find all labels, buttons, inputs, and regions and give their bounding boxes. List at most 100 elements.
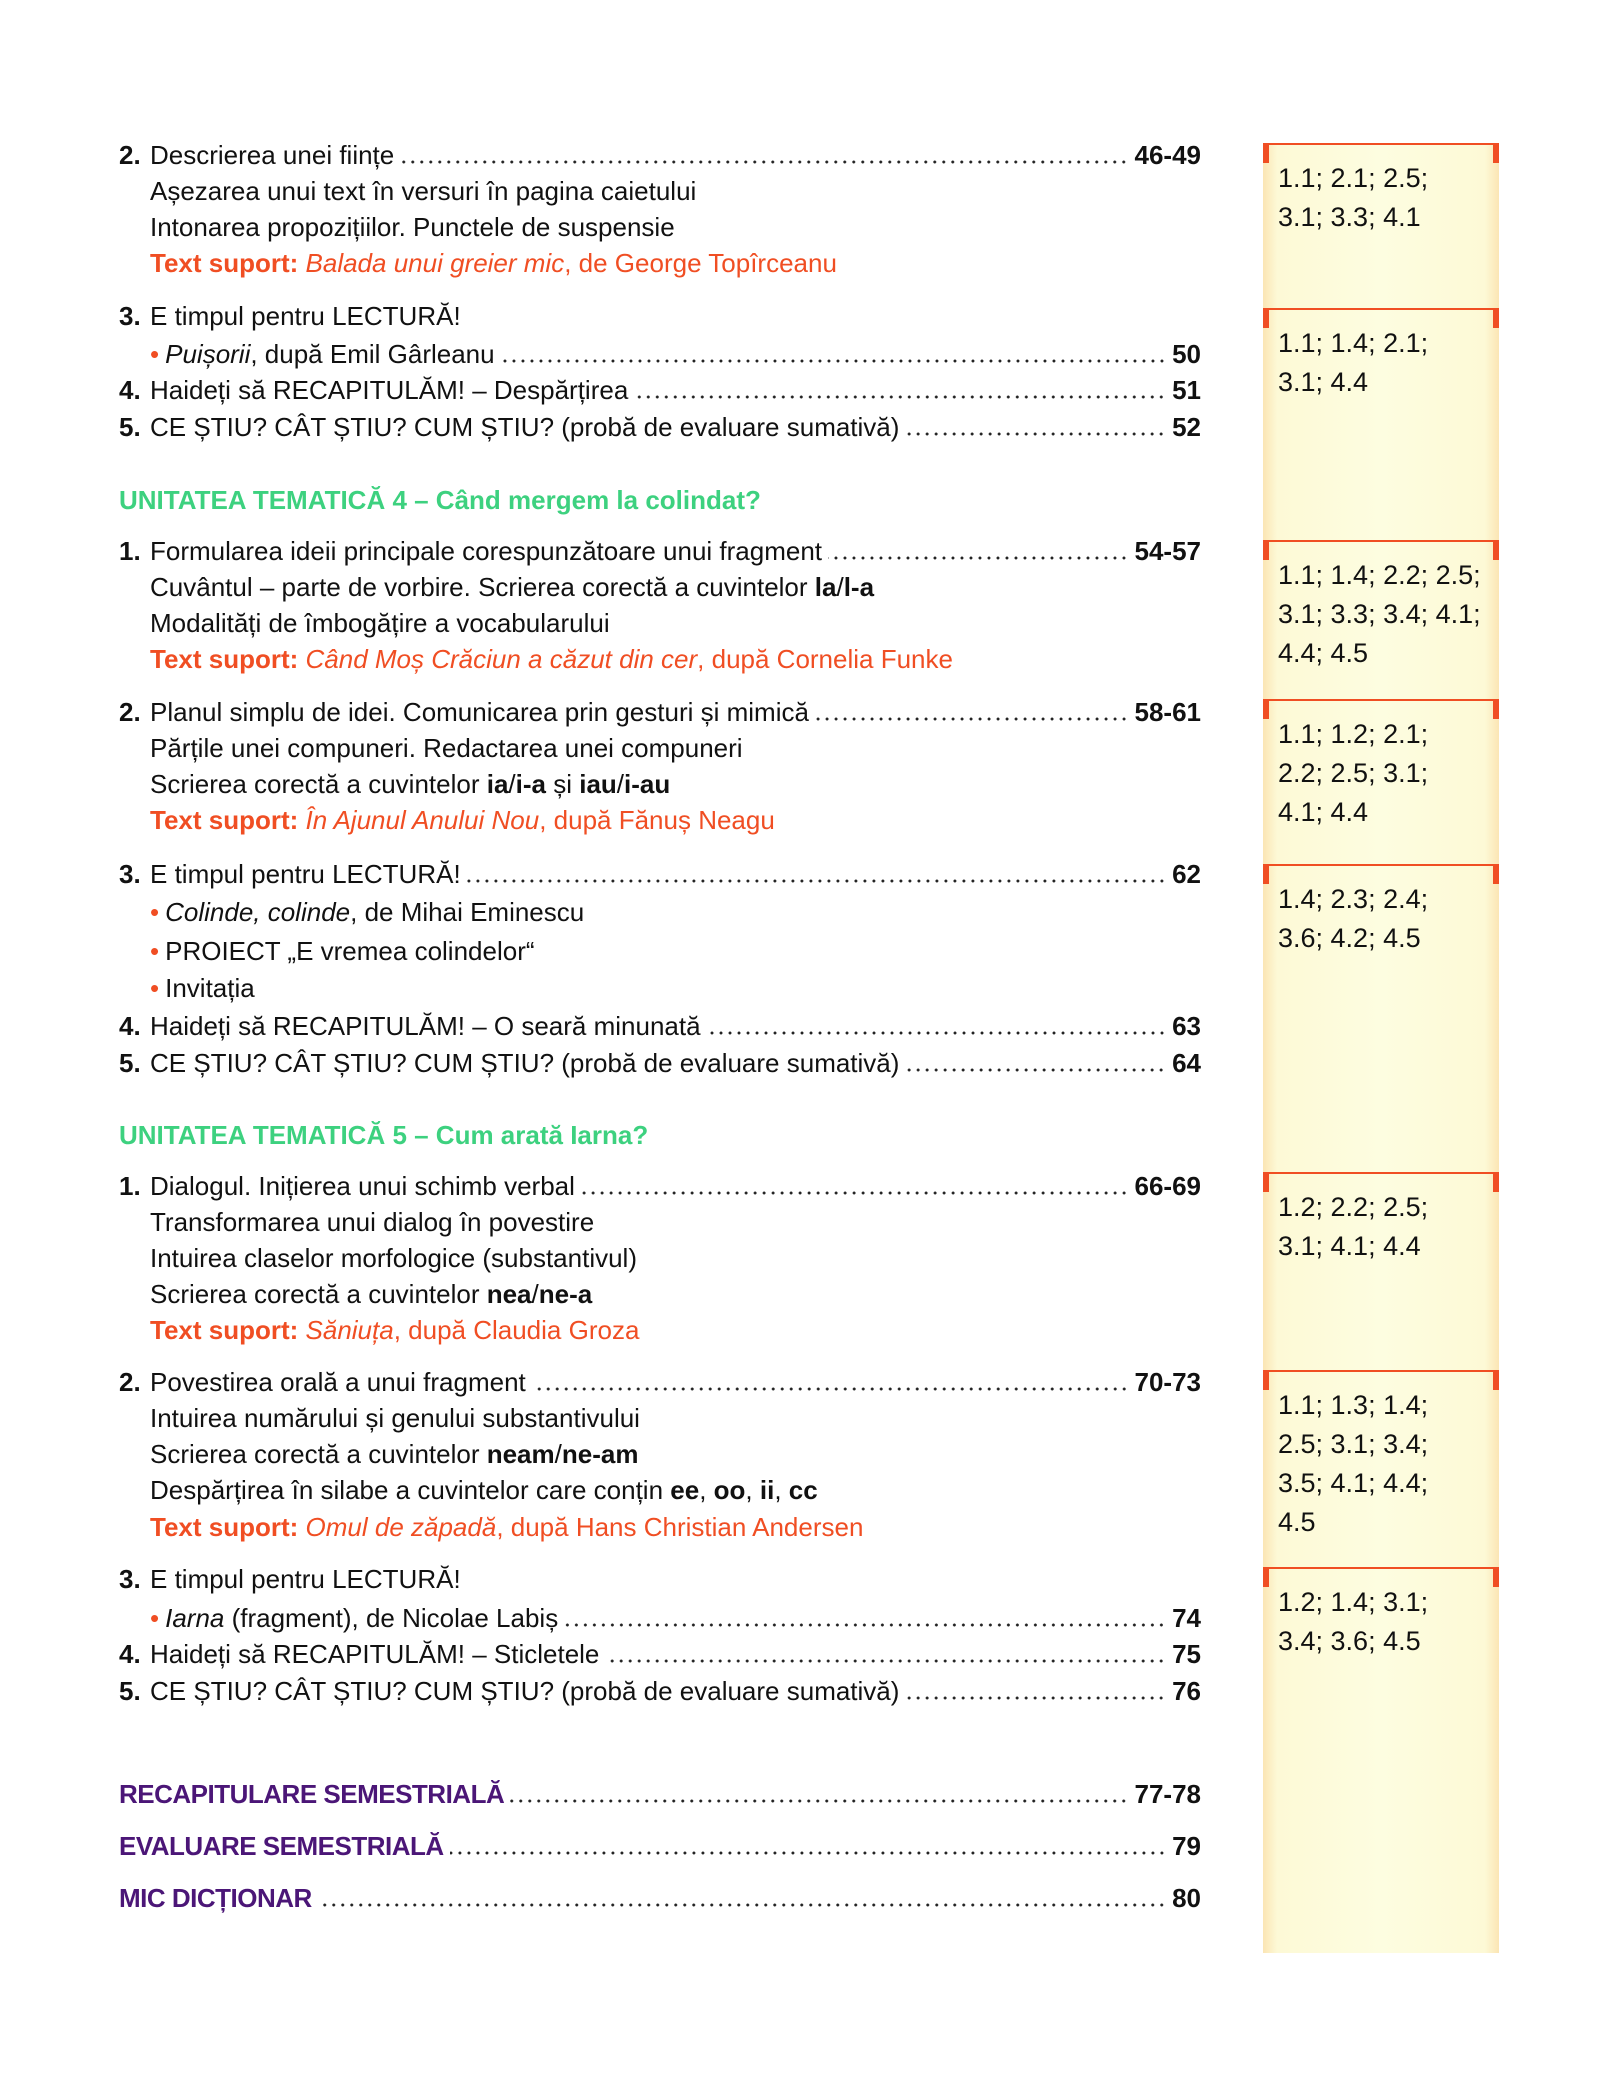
toc-entry[interactable]: 2. Planul simplu de idei. Comunicarea pri… <box>119 694 1201 730</box>
toc-entry[interactable]: 4. Haideți să RECAPITULĂM! – Despărțirea 5… <box>119 372 1201 408</box>
entry-text: • Puișorii, după Emil Gârleanu <box>119 336 495 372</box>
text-segment: Scrierea corectă a cuvintelor <box>150 1439 487 1469</box>
competence-bracket <box>1263 308 1499 330</box>
competence-line: 1.1; 1.3; 1.4; <box>1278 1390 1429 1420</box>
entry-text: Despărțirea în silabe a cuvintelor care … <box>119 1472 818 1508</box>
heading-purple[interactable]: RECAPITULARE SEMESTRIALĂ 77-78 <box>119 1776 1201 1812</box>
toc-entry[interactable]: • Iarna (fragment), de Nicolae Labiș 74 <box>119 1600 1201 1636</box>
heading-purple[interactable]: EVALUARE SEMESTRIALĂ 79 <box>119 1828 1201 1864</box>
page-number[interactable]: 50 <box>1172 339 1201 369</box>
entry-text: Haideți să RECAPITULĂM! – O seară minuna… <box>150 1008 701 1044</box>
text-segment: , <box>699 1475 714 1505</box>
entry-number: 1. <box>119 1171 141 1201</box>
toc-entry: Text suport: Când Moș Crăciun a căzut di… <box>119 641 1201 677</box>
toc-entry: Scrierea corectă a cuvintelor neam/ne-am <box>119 1436 1201 1472</box>
competence-codes: 1.1; 2.1; 2.5; 3.1; 3.3; 4.1 <box>1278 159 1428 237</box>
page-number[interactable]: 58-61 <box>1134 697 1202 727</box>
dot-leader <box>905 1696 1167 1700</box>
text-segment: , după Emil Gârleanu <box>250 339 495 369</box>
page-number[interactable]: 75 <box>1172 1639 1201 1669</box>
page-number[interactable]: 64 <box>1172 1048 1201 1078</box>
text-segment: , de Mihai Eminescu <box>350 897 585 927</box>
page-number[interactable]: 80 <box>1172 1883 1201 1913</box>
entry-text: Text suport: Când Moș Crăciun a căzut di… <box>119 641 953 677</box>
competence-line: 4.4; 4.5 <box>1278 638 1369 668</box>
text-segment: Formularea ideii principale corespunzăto… <box>150 536 823 566</box>
page-number[interactable]: 74 <box>1172 1603 1201 1633</box>
toc-entry: • Colinde, colinde, de Mihai Eminescu <box>119 894 1201 930</box>
text-segment: Text suport: <box>150 248 299 278</box>
competence-line: 1.1; 1.4; 2.1; <box>1278 328 1429 358</box>
text-segment: , după Cornelia Funke <box>697 644 953 674</box>
entry-text: Text suport: Balada unui greier mic, de … <box>119 245 837 281</box>
text-segment: Dialogul. Inițierea unui schimb verbal <box>150 1171 575 1201</box>
entry-number: 2. <box>119 140 141 170</box>
entry-text: Scrierea corectă a cuvintelor neam/ne-am <box>119 1436 638 1472</box>
dot-leader <box>500 359 1167 363</box>
text-segment: Scrierea corectă a cuvintelor <box>150 769 487 799</box>
entry-text: Text suport: Săniuța, după Claudia Groza <box>119 1312 639 1348</box>
page-number[interactable]: 62 <box>1172 859 1201 889</box>
text-segment: CE ȘTIU? CÂT ȘTIU? CUM ȘTIU? (probă de e… <box>150 412 900 442</box>
text-segment: , după Claudia Groza <box>393 1315 640 1345</box>
entry-text: Modalități de îmbogățire a vocabularului <box>119 605 610 641</box>
text-segment: / <box>554 1439 562 1469</box>
page-number[interactable]: 76 <box>1172 1676 1201 1706</box>
competence-line: 3.1; 3.3; 3.4; 4.1; <box>1278 599 1481 629</box>
toc-entry[interactable]: 2. Descrierea unei ființe 46-49 <box>119 137 1201 173</box>
entry-text: • Iarna (fragment), de Nicolae Labiș <box>119 1600 558 1636</box>
page-number[interactable]: 66-69 <box>1134 1171 1202 1201</box>
toc-entry: Modalități de îmbogățire a vocabularului <box>119 605 1201 641</box>
text-segment: neam <box>486 1439 555 1469</box>
page-number[interactable]: 63 <box>1172 1011 1201 1041</box>
toc-entry[interactable]: 5. CE ȘTIU? CÂT ȘTIU? CUM ȘTIU? (probă de… <box>119 1673 1201 1709</box>
text-segment: În Ajunul Anului Nou <box>298 805 540 835</box>
text-segment: Haideți să RECAPITULĂM! – Sticletele <box>150 1639 600 1669</box>
toc-entry[interactable]: 4. Haideți să RECAPITULĂM! – Sticletele 75 <box>119 1636 1201 1672</box>
entry-text: EVALUARE SEMESTRIALĂ <box>119 1828 444 1864</box>
toc-entry[interactable]: 5. CE ȘTIU? CÂT ȘTIU? CUM ȘTIU? (probă de… <box>119 409 1201 445</box>
text-segment: Text suport: <box>150 1315 299 1345</box>
page-number[interactable]: 77-78 <box>1134 1779 1202 1809</box>
entry-text: Text suport: Omul de zăpadă, după Hans C… <box>119 1509 863 1545</box>
toc-entry[interactable]: 2. Povestirea orală a unui fragment 70-73 <box>119 1364 1201 1400</box>
text-segment: CE ȘTIU? CÂT ȘTIU? CUM ȘTIU? (probă de e… <box>150 1676 900 1706</box>
competence-bracket <box>1263 1370 1499 1392</box>
competence-line: 1.2; 2.2; 2.5; <box>1278 1192 1429 1222</box>
toc-entry[interactable]: • Puișorii, după Emil Gârleanu 50 <box>119 336 1201 372</box>
entry-number: 2. <box>119 1367 141 1397</box>
entry-number: 3. <box>119 859 141 889</box>
page-number[interactable]: 70-73 <box>1134 1367 1202 1397</box>
toc-entry[interactable]: 1. Formularea ideii principale corespunză… <box>119 533 1201 569</box>
entry-number: 1. <box>119 536 141 566</box>
entry-text: CE ȘTIU? CÂT ȘTIU? CUM ȘTIU? (probă de e… <box>150 1673 899 1709</box>
dot-leader <box>580 1191 1129 1195</box>
text-segment: ee <box>670 1475 700 1505</box>
toc-entry: 3. E timpul pentru LECTURĂ! <box>119 1561 1201 1597</box>
entry-text: Haideți să RECAPITULĂM! – Sticletele <box>150 1636 599 1672</box>
toc-entry[interactable]: 3. E timpul pentru LECTURĂ! 62 <box>119 856 1201 892</box>
entry-text: E timpul pentru LECTURĂ! <box>150 856 461 892</box>
entry-number: 3. <box>119 301 141 331</box>
toc-entry[interactable]: 4. Haideți să RECAPITULĂM! – O seară minu… <box>119 1008 1201 1044</box>
text-segment: Puișorii <box>165 339 251 369</box>
heading-purple[interactable]: MIC DICȚIONAR 80 <box>119 1880 1201 1916</box>
competence-bracket <box>1263 864 1499 886</box>
entry-text: Intuirea claselor morfologice (substanti… <box>119 1240 637 1276</box>
entry-text: Haideți să RECAPITULĂM! – Despărțirea <box>150 372 628 408</box>
entry-text: Scrierea corectă a cuvintelor nea/ne-a <box>119 1276 592 1312</box>
page-number[interactable]: 51 <box>1172 375 1201 405</box>
toc-entry[interactable]: 1. Dialogul. Inițierea unui schimb verbal… <box>119 1168 1201 1204</box>
page-number[interactable]: 52 <box>1172 412 1201 442</box>
toc-entry: Scrierea corectă a cuvintelor ia/i-a și … <box>119 766 1201 802</box>
entry-text: Părțile unei compuneri. Redactarea unei … <box>119 730 743 766</box>
dot-leader <box>466 879 1167 883</box>
toc-entry[interactable]: 5. CE ȘTIU? CÂT ȘTIU? CUM ȘTIU? (probă de… <box>119 1045 1201 1081</box>
text-segment: Cuvântul – parte de vorbire. Scrierea co… <box>150 572 815 602</box>
page-number[interactable]: 54-57 <box>1134 536 1202 566</box>
text-segment: E timpul pentru LECTURĂ! <box>150 859 461 889</box>
page-number[interactable]: 79 <box>1172 1831 1201 1861</box>
page-number[interactable]: 46-49 <box>1134 140 1202 170</box>
competence-line: 1.4; 2.3; 2.4; <box>1278 884 1429 914</box>
toc-entry: • PROIECT „E vremea colindelor“ <box>119 933 1201 969</box>
